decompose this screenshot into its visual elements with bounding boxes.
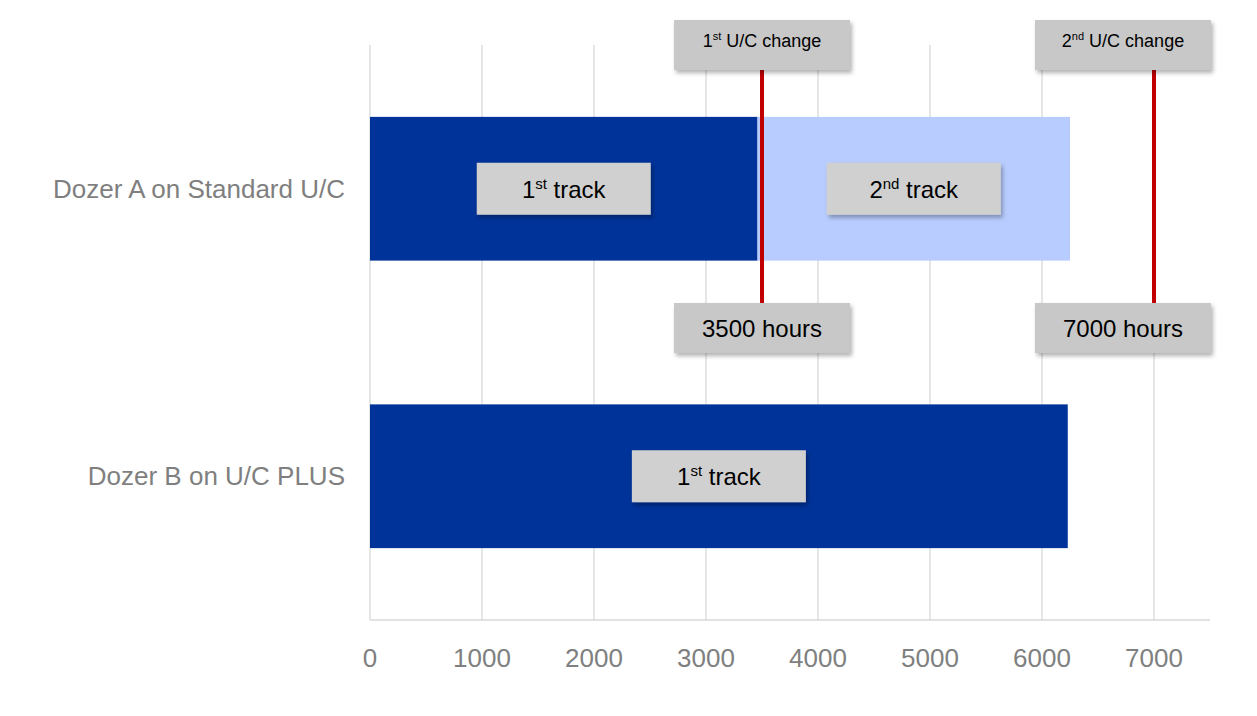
label-box (632, 450, 806, 502)
label-box (477, 163, 651, 215)
annotation-text: 1st U/C change (703, 30, 822, 51)
chart-container: 0 1000 2000 3000 4000 5000 6000 7000 Dozer A on … (0, 0, 1257, 716)
annotation-box (674, 303, 850, 353)
bar (370, 404, 1068, 548)
tick-label: 5000 (901, 643, 959, 673)
annotation-box (1035, 20, 1211, 70)
tick-label: 2000 (565, 643, 623, 673)
annotation-label: 7000 hours (1063, 315, 1183, 342)
annotation-line (1152, 70, 1156, 303)
bar (370, 117, 758, 261)
tick-label: 4000 (789, 643, 847, 673)
annotation-top: 2nd U/C change (1035, 20, 1211, 70)
label-box (827, 163, 1001, 215)
annotation-bottom: 3500 hours (674, 303, 850, 353)
category-label: Dozer B on U/C PLUS (88, 461, 345, 491)
tick-label: 3000 (677, 643, 735, 673)
series-name: 2nd track (869, 175, 959, 203)
annotation-box (674, 20, 850, 70)
annotation-bottom: 7000 hours (1035, 303, 1211, 353)
annotation-text: 2nd U/C change (1062, 30, 1184, 51)
series-label: 2nd track (827, 163, 1001, 215)
bars (370, 117, 1070, 548)
series-label: 1st track (632, 450, 806, 502)
tick-label: 0 (363, 643, 377, 673)
chart-svg: 0 1000 2000 3000 4000 5000 6000 7000 Dozer A on … (0, 0, 1257, 716)
series-name: 1st track (522, 175, 607, 203)
annotation-label: 3500 hours (702, 315, 822, 342)
x-axis-line (370, 619, 1210, 620)
tick-label: 6000 (1013, 643, 1071, 673)
series-name: 1st track (677, 462, 762, 490)
tick-label: 1000 (453, 643, 511, 673)
tick-label: 7000 (1125, 643, 1183, 673)
annotation-box (1035, 303, 1211, 353)
bar (758, 117, 1070, 261)
annotation-line (760, 70, 764, 303)
category-label: Dozer A on Standard U/C (53, 174, 345, 204)
series-label: 1st track (477, 163, 651, 215)
annotation-top: 1st U/C change (674, 20, 850, 70)
